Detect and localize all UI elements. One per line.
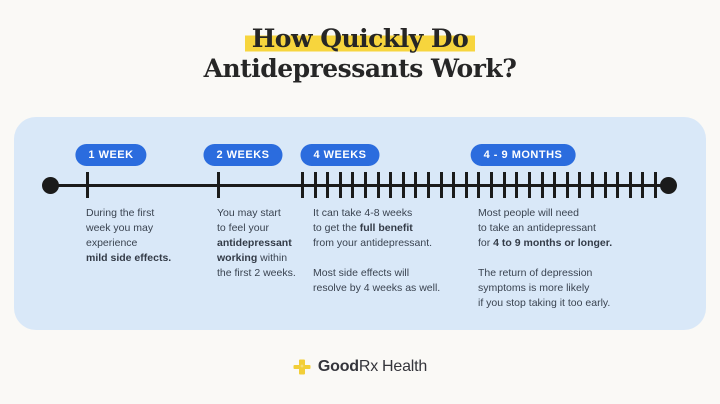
timeline-axis [50,184,668,187]
timeline-tick [603,172,607,198]
timeline-tick [515,172,519,198]
timeline-tick [301,172,304,198]
timeline-tick [439,172,443,198]
footer-brand: GoodRx Health [0,358,720,376]
timeline-tick [464,172,468,198]
note-text: The return of depression symptoms is mor… [478,267,611,309]
timeline-tick [351,172,355,198]
note-4-9-months: Most people will need to take an antidep… [478,206,612,311]
timeline-start-dot [42,177,59,194]
timeline-end-dot [660,177,677,194]
timeline-tick [502,172,506,198]
timeline-tick [565,172,569,198]
timeline-tick [527,172,531,198]
timeline-tick [590,172,594,198]
timeline-tick [313,172,317,198]
note-text-bold: mild side effects. [86,252,172,264]
note-text: Most side effects will resolve by 4 week… [313,267,441,294]
timeline-tick [553,172,557,198]
brand-good: Good [317,358,359,375]
timeline-tick [86,172,89,198]
badge-4-weeks: 4 WEEKS [300,144,380,166]
note-text-bold: antidepressant working [217,237,292,264]
timeline-tick [628,172,632,198]
timeline-tick [653,172,657,198]
title-line-1: How Quickly Do [0,24,720,54]
note-text: within the first 2 weeks. [217,252,296,279]
timeline-tick [217,172,220,198]
timeline-tick [477,172,481,198]
timeline-tick [414,172,418,198]
timeline-tick [326,172,330,198]
badge-2-weeks: 2 WEEKS [203,144,283,166]
badge-1-week: 1 WEEK [75,144,147,166]
note-text-bold: full benefit [359,222,413,234]
badge-4-9-months: 4 - 9 MONTHS [470,144,576,166]
timeline-tick [338,172,342,198]
note-text: You may start to feel your [217,207,281,234]
note-week-1: During the first week you may experience… [86,206,171,266]
note-text: During the first week you may experience [86,207,155,249]
timeline-tick [401,172,405,198]
timeline-tick [364,172,368,198]
timeline-tick [490,172,494,198]
timeline-tick [578,172,582,198]
note-text: It can take 4-8 weeks to get the [313,207,413,234]
brand-rx: Rx [358,358,379,375]
title-highlight: How Quickly Do [244,24,476,53]
timeline-tick [616,172,620,198]
note-text: Most people will need to take an antidep… [478,207,596,249]
timeline-tick [452,172,456,198]
note-text: from your antidepressant. [313,237,433,249]
timeline-panel: 1 WEEK 2 WEEKS 4 WEEKS 4 - 9 MONTHS Duri… [14,117,706,330]
note-week-4: It can take 4-8 weeks to get the full be… [313,206,440,296]
goodrx-plus-icon [293,358,311,376]
title-line-2: Antidepressants Work? [203,54,517,83]
infographic-title: How Quickly Do Antidepressants Work? [0,24,720,84]
note-week-2: You may start to feel your antidepressan… [217,206,296,281]
brand-health: Health [382,358,428,375]
timeline-tick [540,172,544,198]
timeline-tick [389,172,393,198]
timeline-tick [427,172,431,198]
note-text-bold: 4 to 9 months or longer. [493,237,613,249]
timeline-tick [376,172,380,198]
timeline-tick [641,172,645,198]
brand-wordmark: GoodRx Health [318,358,427,376]
